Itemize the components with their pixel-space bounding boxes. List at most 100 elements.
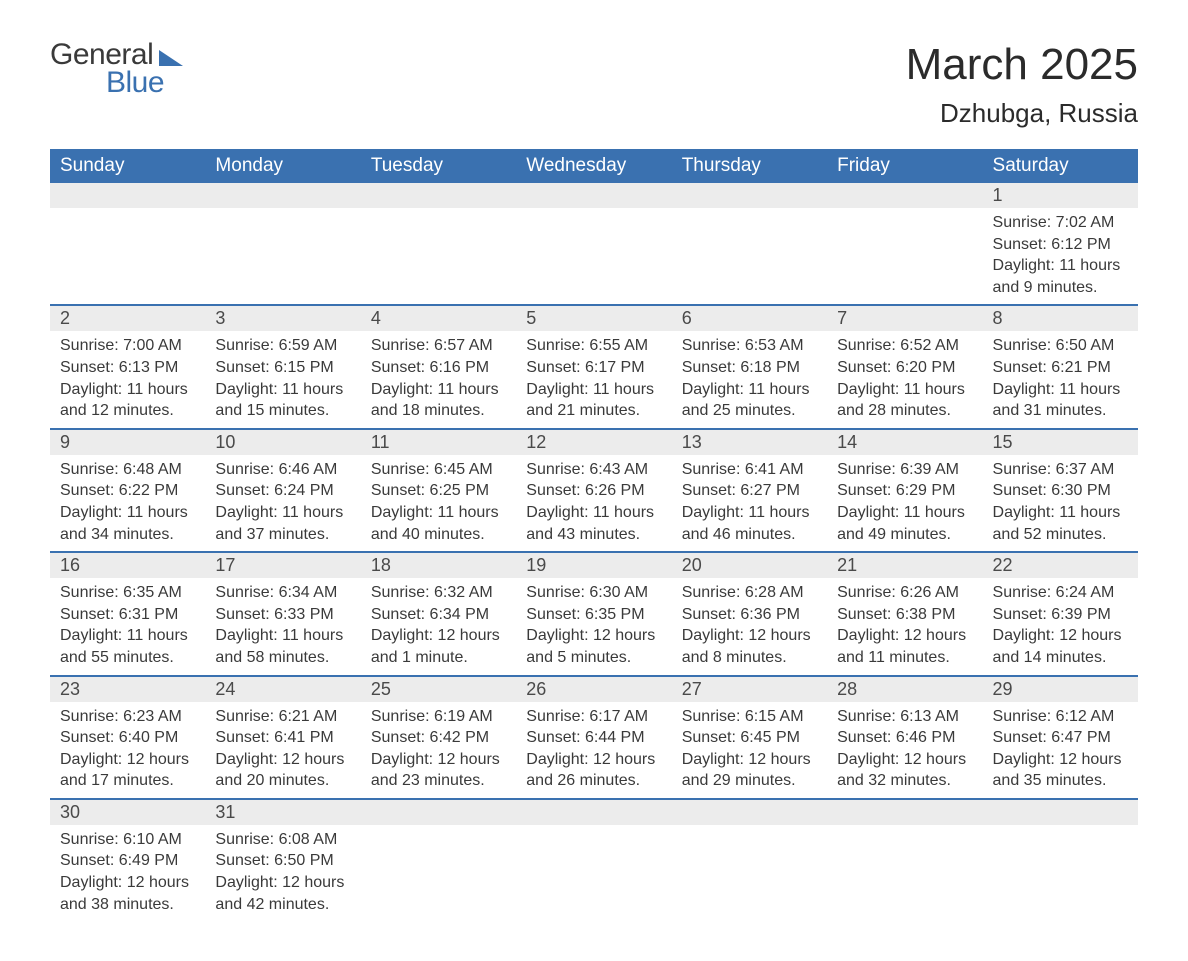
day-detail-cell — [983, 825, 1138, 921]
day-number-cell: 24 — [205, 676, 360, 702]
logo-text-blue: Blue — [106, 68, 164, 98]
day-detail-cell: Sunrise: 6:43 AMSunset: 6:26 PMDaylight:… — [516, 455, 671, 552]
daylight-text: Daylight: 11 hours — [215, 502, 350, 524]
day-number-cell — [50, 183, 205, 208]
sunrise-text: Sunrise: 6:08 AM — [215, 829, 350, 851]
daylight-text: Daylight: 11 hours — [837, 502, 972, 524]
sunset-text: Sunset: 6:21 PM — [993, 357, 1128, 379]
daylight-text: Daylight: 11 hours — [837, 379, 972, 401]
daylight-text: and 46 minutes. — [682, 524, 817, 546]
daylight-text: Daylight: 12 hours — [60, 749, 195, 771]
calendar-header-row: Sunday Monday Tuesday Wednesday Thursday… — [50, 149, 1138, 183]
day-detail-cell: Sunrise: 6:37 AMSunset: 6:30 PMDaylight:… — [983, 455, 1138, 552]
sunrise-text: Sunrise: 6:21 AM — [215, 706, 350, 728]
daylight-text: and 8 minutes. — [682, 647, 817, 669]
day-detail-cell: Sunrise: 6:52 AMSunset: 6:20 PMDaylight:… — [827, 331, 982, 428]
title-block: March 2025 Dzhubga, Russia — [906, 40, 1138, 129]
sunrise-text: Sunrise: 6:43 AM — [526, 459, 661, 481]
sunrise-text: Sunrise: 6:28 AM — [682, 582, 817, 604]
day-detail-cell — [516, 825, 671, 921]
day-detail-cell — [361, 825, 516, 921]
day-number-cell — [361, 183, 516, 208]
sunrise-text: Sunrise: 6:59 AM — [215, 335, 350, 357]
day-detail-cell: Sunrise: 6:48 AMSunset: 6:22 PMDaylight:… — [50, 455, 205, 552]
daylight-text: and 26 minutes. — [526, 770, 661, 792]
sunset-text: Sunset: 6:18 PM — [682, 357, 817, 379]
daylight-text: and 42 minutes. — [215, 894, 350, 916]
day-number-row: 1 — [50, 183, 1138, 208]
day-detail-row: Sunrise: 6:23 AMSunset: 6:40 PMDaylight:… — [50, 702, 1138, 799]
sunrise-text: Sunrise: 6:30 AM — [526, 582, 661, 604]
daylight-text: Daylight: 12 hours — [526, 625, 661, 647]
day-detail-cell: Sunrise: 6:23 AMSunset: 6:40 PMDaylight:… — [50, 702, 205, 799]
day-detail-cell: Sunrise: 6:10 AMSunset: 6:49 PMDaylight:… — [50, 825, 205, 921]
day-detail-cell — [672, 208, 827, 305]
daylight-text: and 29 minutes. — [682, 770, 817, 792]
col-header: Saturday — [983, 149, 1138, 183]
day-number-row: 23242526272829 — [50, 676, 1138, 702]
sunset-text: Sunset: 6:15 PM — [215, 357, 350, 379]
sunrise-text: Sunrise: 6:55 AM — [526, 335, 661, 357]
day-detail-cell — [516, 208, 671, 305]
daylight-text: Daylight: 11 hours — [682, 379, 817, 401]
day-number-cell: 7 — [827, 305, 982, 331]
day-number-cell: 11 — [361, 429, 516, 455]
daylight-text: and 58 minutes. — [215, 647, 350, 669]
sunset-text: Sunset: 6:22 PM — [60, 480, 195, 502]
daylight-text: and 40 minutes. — [371, 524, 506, 546]
sunset-text: Sunset: 6:35 PM — [526, 604, 661, 626]
sunrise-text: Sunrise: 6:35 AM — [60, 582, 195, 604]
daylight-text: and 37 minutes. — [215, 524, 350, 546]
day-number-row: 3031 — [50, 799, 1138, 825]
day-detail-row: Sunrise: 7:00 AMSunset: 6:13 PMDaylight:… — [50, 331, 1138, 428]
day-number-cell — [827, 799, 982, 825]
day-number-cell — [827, 183, 982, 208]
daylight-text: Daylight: 11 hours — [993, 379, 1128, 401]
day-detail-cell — [50, 208, 205, 305]
day-number-cell: 27 — [672, 676, 827, 702]
daylight-text: Daylight: 12 hours — [837, 625, 972, 647]
day-number-row: 9101112131415 — [50, 429, 1138, 455]
day-detail-row: Sunrise: 7:02 AMSunset: 6:12 PMDaylight:… — [50, 208, 1138, 305]
day-detail-row: Sunrise: 6:35 AMSunset: 6:31 PMDaylight:… — [50, 578, 1138, 675]
day-number-cell: 9 — [50, 429, 205, 455]
day-detail-cell — [827, 208, 982, 305]
day-detail-cell — [361, 208, 516, 305]
sunset-text: Sunset: 6:13 PM — [60, 357, 195, 379]
daylight-text: Daylight: 12 hours — [371, 749, 506, 771]
day-number-cell: 12 — [516, 429, 671, 455]
daylight-text: and 21 minutes. — [526, 400, 661, 422]
daylight-text: and 12 minutes. — [60, 400, 195, 422]
day-number-cell: 2 — [50, 305, 205, 331]
daylight-text: Daylight: 11 hours — [60, 625, 195, 647]
daylight-text: Daylight: 12 hours — [526, 749, 661, 771]
sunrise-text: Sunrise: 7:02 AM — [993, 212, 1128, 234]
day-detail-cell: Sunrise: 6:41 AMSunset: 6:27 PMDaylight:… — [672, 455, 827, 552]
daylight-text: and 28 minutes. — [837, 400, 972, 422]
day-number-cell: 23 — [50, 676, 205, 702]
day-number-cell — [983, 799, 1138, 825]
daylight-text: and 1 minute. — [371, 647, 506, 669]
day-number-cell: 1 — [983, 183, 1138, 208]
day-detail-cell: Sunrise: 6:45 AMSunset: 6:25 PMDaylight:… — [361, 455, 516, 552]
sunset-text: Sunset: 6:40 PM — [60, 727, 195, 749]
day-number-cell — [361, 799, 516, 825]
sunrise-text: Sunrise: 6:57 AM — [371, 335, 506, 357]
daylight-text: Daylight: 12 hours — [215, 749, 350, 771]
daylight-text: and 17 minutes. — [60, 770, 195, 792]
sunrise-text: Sunrise: 6:15 AM — [682, 706, 817, 728]
daylight-text: and 11 minutes. — [837, 647, 972, 669]
day-detail-cell: Sunrise: 6:13 AMSunset: 6:46 PMDaylight:… — [827, 702, 982, 799]
daylight-text: Daylight: 11 hours — [682, 502, 817, 524]
daylight-text: Daylight: 12 hours — [993, 749, 1128, 771]
sunset-text: Sunset: 6:20 PM — [837, 357, 972, 379]
day-detail-cell: Sunrise: 6:53 AMSunset: 6:18 PMDaylight:… — [672, 331, 827, 428]
day-number-cell: 25 — [361, 676, 516, 702]
day-detail-row: Sunrise: 6:48 AMSunset: 6:22 PMDaylight:… — [50, 455, 1138, 552]
sunset-text: Sunset: 6:44 PM — [526, 727, 661, 749]
brand-logo: General Blue — [50, 40, 183, 98]
day-detail-cell: Sunrise: 6:57 AMSunset: 6:16 PMDaylight:… — [361, 331, 516, 428]
day-number-cell: 10 — [205, 429, 360, 455]
col-header: Friday — [827, 149, 982, 183]
day-detail-cell: Sunrise: 6:30 AMSunset: 6:35 PMDaylight:… — [516, 578, 671, 675]
